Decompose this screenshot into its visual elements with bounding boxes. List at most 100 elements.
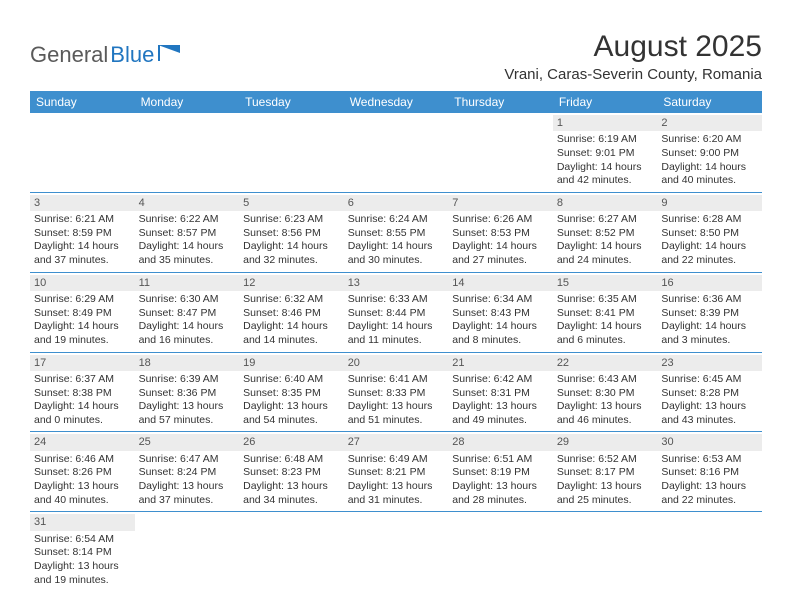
daylight1-text: Daylight: 14 hours	[661, 240, 758, 254]
sunrise-text: Sunrise: 6:42 AM	[452, 373, 549, 387]
daylight2-text: and 24 minutes.	[557, 254, 654, 268]
calendar-cell: 17Sunrise: 6:37 AMSunset: 8:38 PMDayligh…	[30, 352, 135, 432]
daylight1-text: Daylight: 13 hours	[452, 480, 549, 494]
daylight1-text: Daylight: 13 hours	[139, 400, 236, 414]
title-region: August 2025 Vrani, Caras-Severin County,…	[504, 30, 762, 83]
daylight2-text: and 43 minutes.	[661, 414, 758, 428]
column-header: Saturday	[657, 91, 762, 113]
calendar-cell: 14Sunrise: 6:34 AMSunset: 8:43 PMDayligh…	[448, 272, 553, 352]
sunset-text: Sunset: 8:59 PM	[34, 227, 131, 241]
sunset-text: Sunset: 8:16 PM	[661, 466, 758, 480]
daylight1-text: Daylight: 14 hours	[661, 161, 758, 175]
daylight1-text: Daylight: 14 hours	[348, 320, 445, 334]
daylight2-text: and 51 minutes.	[348, 414, 445, 428]
daylight2-text: and 37 minutes.	[139, 494, 236, 508]
calendar-cell-empty	[344, 113, 449, 192]
logo-text-general: General	[30, 42, 108, 68]
calendar-row: 3Sunrise: 6:21 AMSunset: 8:59 PMDaylight…	[30, 192, 762, 272]
calendar-cell: 15Sunrise: 6:35 AMSunset: 8:41 PMDayligh…	[553, 272, 658, 352]
day-number: 3	[30, 195, 135, 211]
daylight2-text: and 35 minutes.	[139, 254, 236, 268]
day-number: 17	[30, 355, 135, 371]
calendar-cell: 26Sunrise: 6:48 AMSunset: 8:23 PMDayligh…	[239, 432, 344, 512]
calendar-cell: 29Sunrise: 6:52 AMSunset: 8:17 PMDayligh…	[553, 432, 658, 512]
sunrise-text: Sunrise: 6:43 AM	[557, 373, 654, 387]
daylight1-text: Daylight: 14 hours	[661, 320, 758, 334]
daylight1-text: Daylight: 14 hours	[557, 240, 654, 254]
daylight2-text: and 0 minutes.	[34, 414, 131, 428]
column-header: Sunday	[30, 91, 135, 113]
daylight2-text: and 16 minutes.	[139, 334, 236, 348]
sunrise-text: Sunrise: 6:23 AM	[243, 213, 340, 227]
day-number: 20	[344, 355, 449, 371]
day-number: 2	[657, 115, 762, 131]
calendar-cell: 12Sunrise: 6:32 AMSunset: 8:46 PMDayligh…	[239, 272, 344, 352]
header: GeneralBlue August 2025 Vrani, Caras-Sev…	[30, 30, 762, 83]
sunset-text: Sunset: 8:52 PM	[557, 227, 654, 241]
sunset-text: Sunset: 8:33 PM	[348, 387, 445, 401]
daylight2-text: and 14 minutes.	[243, 334, 340, 348]
daylight1-text: Daylight: 14 hours	[348, 240, 445, 254]
daylight2-text: and 22 minutes.	[661, 494, 758, 508]
sunset-text: Sunset: 8:46 PM	[243, 307, 340, 321]
daylight2-text: and 37 minutes.	[34, 254, 131, 268]
sunrise-text: Sunrise: 6:39 AM	[139, 373, 236, 387]
calendar-cell-empty	[344, 512, 449, 591]
calendar-cell: 31Sunrise: 6:54 AMSunset: 8:14 PMDayligh…	[30, 512, 135, 591]
sunset-text: Sunset: 8:44 PM	[348, 307, 445, 321]
sunrise-text: Sunrise: 6:51 AM	[452, 453, 549, 467]
daylight1-text: Daylight: 13 hours	[34, 480, 131, 494]
sunset-text: Sunset: 8:28 PM	[661, 387, 758, 401]
daylight2-text: and 31 minutes.	[348, 494, 445, 508]
sunset-text: Sunset: 8:31 PM	[452, 387, 549, 401]
day-number: 28	[448, 434, 553, 450]
sunset-text: Sunset: 8:38 PM	[34, 387, 131, 401]
day-number: 7	[448, 195, 553, 211]
day-number: 18	[135, 355, 240, 371]
daylight1-text: Daylight: 14 hours	[139, 240, 236, 254]
day-number: 11	[135, 275, 240, 291]
calendar-cell: 16Sunrise: 6:36 AMSunset: 8:39 PMDayligh…	[657, 272, 762, 352]
daylight2-text: and 49 minutes.	[452, 414, 549, 428]
daylight1-text: Daylight: 13 hours	[348, 400, 445, 414]
sunrise-text: Sunrise: 6:41 AM	[348, 373, 445, 387]
sunrise-text: Sunrise: 6:33 AM	[348, 293, 445, 307]
sunset-text: Sunset: 8:30 PM	[557, 387, 654, 401]
sunrise-text: Sunrise: 6:26 AM	[452, 213, 549, 227]
sunrise-text: Sunrise: 6:34 AM	[452, 293, 549, 307]
logo-text-blue: Blue	[110, 42, 154, 68]
calendar-cell-empty	[553, 512, 658, 591]
day-number: 30	[657, 434, 762, 450]
sunrise-text: Sunrise: 6:53 AM	[661, 453, 758, 467]
day-number: 24	[30, 434, 135, 450]
daylight1-text: Daylight: 14 hours	[34, 240, 131, 254]
sunrise-text: Sunrise: 6:35 AM	[557, 293, 654, 307]
daylight2-text: and 57 minutes.	[139, 414, 236, 428]
sunrise-text: Sunrise: 6:45 AM	[661, 373, 758, 387]
daylight1-text: Daylight: 14 hours	[243, 240, 340, 254]
daylight2-text: and 46 minutes.	[557, 414, 654, 428]
calendar-body: 1Sunrise: 6:19 AMSunset: 9:01 PMDaylight…	[30, 113, 762, 591]
sunset-text: Sunset: 8:21 PM	[348, 466, 445, 480]
sunset-text: Sunset: 8:41 PM	[557, 307, 654, 321]
day-number: 21	[448, 355, 553, 371]
daylight2-text: and 25 minutes.	[557, 494, 654, 508]
daylight2-text: and 32 minutes.	[243, 254, 340, 268]
sunrise-text: Sunrise: 6:40 AM	[243, 373, 340, 387]
day-number: 16	[657, 275, 762, 291]
daylight2-text: and 54 minutes.	[243, 414, 340, 428]
daylight1-text: Daylight: 14 hours	[557, 320, 654, 334]
daylight1-text: Daylight: 13 hours	[243, 480, 340, 494]
day-number: 9	[657, 195, 762, 211]
sunset-text: Sunset: 9:00 PM	[661, 147, 758, 161]
calendar-cell-empty	[239, 113, 344, 192]
sunrise-text: Sunrise: 6:48 AM	[243, 453, 340, 467]
day-number: 8	[553, 195, 658, 211]
calendar-cell: 13Sunrise: 6:33 AMSunset: 8:44 PMDayligh…	[344, 272, 449, 352]
calendar-row: 24Sunrise: 6:46 AMSunset: 8:26 PMDayligh…	[30, 432, 762, 512]
calendar-cell: 6Sunrise: 6:24 AMSunset: 8:55 PMDaylight…	[344, 192, 449, 272]
sunrise-text: Sunrise: 6:29 AM	[34, 293, 131, 307]
sunrise-text: Sunrise: 6:54 AM	[34, 533, 131, 547]
day-number: 12	[239, 275, 344, 291]
sunrise-text: Sunrise: 6:49 AM	[348, 453, 445, 467]
